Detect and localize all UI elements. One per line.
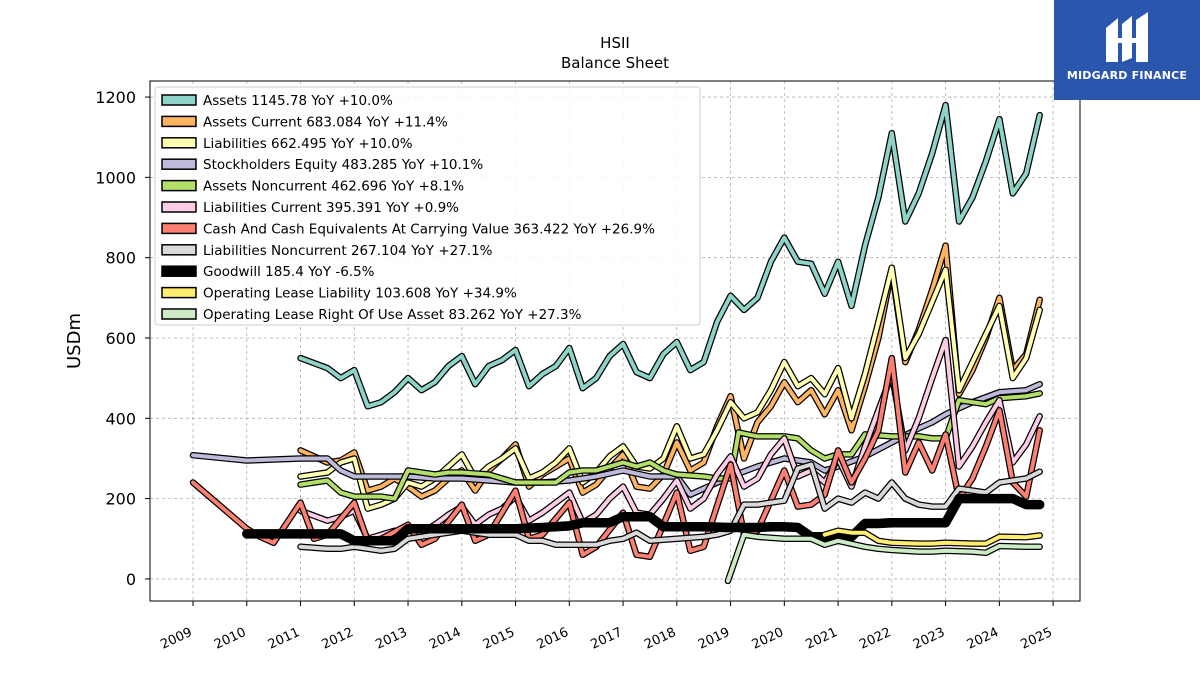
series-stroke [298, 103, 1042, 409]
legend-swatch [161, 115, 197, 128]
legend-entry: Liabilities Current 395.391 YoY +0.9% [203, 200, 459, 216]
series-line [724, 531, 1043, 585]
x-axis: 2009 2010 2011 2012 2013 2014 2015 2016 2017 2018… [158, 601, 1055, 653]
legend-swatch [161, 179, 197, 192]
y-axis-label: USDm [64, 313, 85, 369]
legend-swatch [161, 265, 197, 277]
legend-swatch [161, 286, 197, 299]
series-layer [189, 101, 1045, 585]
series-line [297, 101, 1043, 410]
x-tick-label: 2020 [750, 625, 786, 653]
chart-title: HSII [600, 34, 630, 52]
legend-entry: Assets Noncurrent 462.696 YoY +8.1% [203, 179, 464, 195]
legend-entry: Assets 1145.78 YoY +10.0% [203, 93, 393, 109]
y-tick-label: 800 [105, 249, 136, 268]
brand-name: MIDGARD FINANCE [1066, 69, 1188, 82]
series-stroke [243, 495, 1044, 545]
legend-swatch [161, 201, 197, 213]
legend-entry: Operating Lease Right Of Use Asset 83.26… [203, 307, 582, 323]
x-tick-label: 2010 [212, 625, 248, 653]
legend-entry: Cash And Cash Equivalents At Carrying Va… [203, 221, 655, 237]
series-stroke [822, 528, 1042, 546]
y-tick-label: 1200 [95, 88, 136, 107]
legend-swatch [161, 94, 197, 106]
legend-entry: Assets Current 683.084 YoY +11.4% [203, 114, 448, 130]
x-tick-label: 2021 [803, 625, 839, 653]
legend-swatch [161, 308, 197, 320]
legend: Assets 1145.78 YoY +10.0% Assets Current … [154, 86, 701, 326]
brand-mark-icon [1106, 12, 1148, 62]
y-tick-label: 200 [105, 490, 136, 509]
series-stroke [725, 532, 1042, 583]
x-tick-label: 2015 [481, 625, 517, 653]
x-tick-label: 2012 [320, 625, 356, 653]
series-line [242, 493, 1045, 546]
legend-swatch [161, 137, 197, 149]
plot-frame [149, 80, 1081, 602]
chart-subtitle: Balance Sheet [561, 54, 669, 72]
series-stroke [298, 391, 1042, 501]
legend-box [154, 86, 701, 326]
legend-swatch [161, 244, 197, 256]
y-tick-label: 400 [105, 409, 136, 428]
x-tick-label: 2022 [857, 625, 893, 653]
x-tick-label: 2024 [965, 625, 1001, 653]
x-tick-label: 2011 [266, 625, 302, 653]
x-tick-label: 2016 [535, 625, 571, 653]
series-line [297, 390, 1043, 502]
legend-swatch [161, 158, 197, 170]
x-tick-label: 2017 [588, 625, 624, 653]
x-tick-label: 2018 [642, 625, 678, 653]
y-tick-label: 0 [126, 570, 136, 589]
y-tick-label: 1000 [95, 168, 136, 187]
x-tick-label: 2023 [911, 625, 947, 653]
legend-entry: Liabilities Noncurrent 267.104 YoY +27.1… [203, 243, 493, 259]
legend-entry: Liabilities 662.495 YoY +10.0% [203, 136, 413, 152]
x-tick-label: 2013 [373, 625, 409, 653]
series-line [821, 527, 1043, 547]
x-tick-label: 2025 [1018, 625, 1054, 653]
y-axis: 0 200 400 600 800 1000 1200 [95, 88, 150, 589]
x-tick-label: 2019 [696, 625, 732, 653]
brand-logo: MIDGARD FINANCE [1054, 0, 1200, 100]
legend-swatch [161, 222, 197, 235]
legend-entry: Stockholders Equity 483.285 YoY +10.1% [203, 157, 483, 173]
x-tick-label: 2014 [427, 625, 463, 653]
legend-entry: Operating Lease Liability 103.608 YoY +3… [203, 286, 517, 302]
x-tick-label: 2009 [158, 625, 194, 653]
legend-entry: Goodwill 185.4 YoY -6.5% [203, 264, 375, 280]
y-tick-label: 600 [105, 329, 136, 348]
